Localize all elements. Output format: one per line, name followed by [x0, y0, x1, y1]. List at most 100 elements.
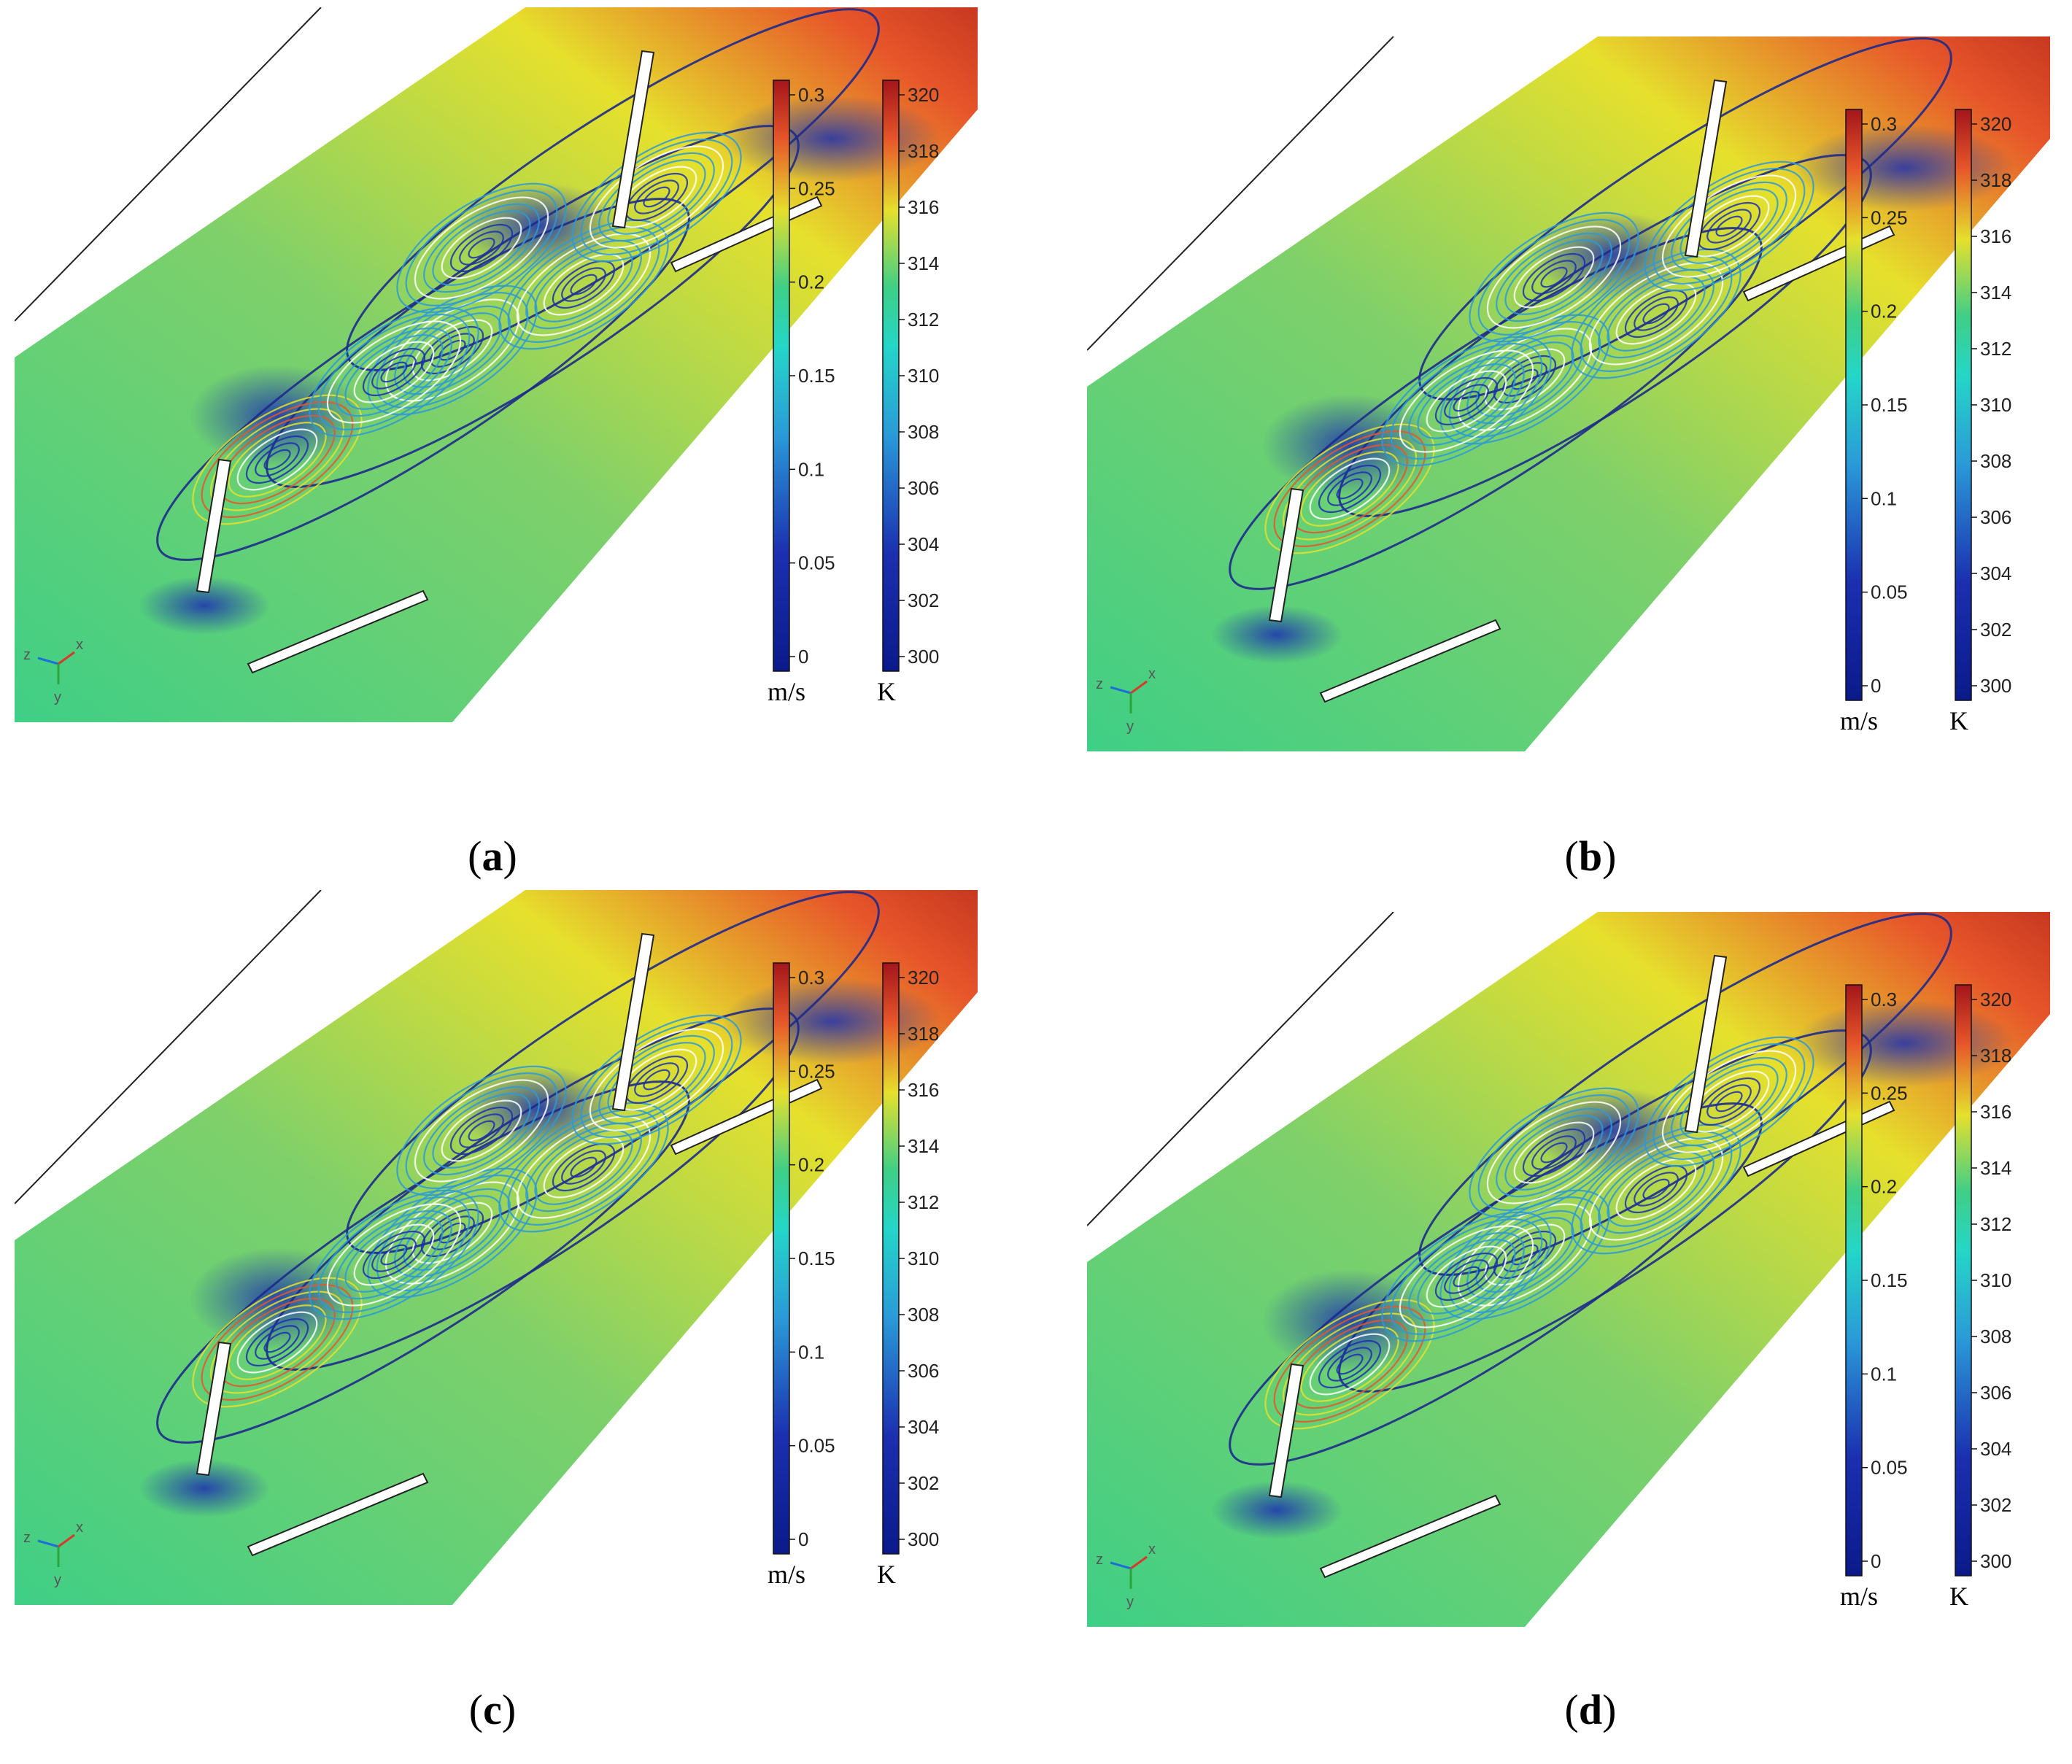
- velocity-colorbar: 0.3 0.25 0.2 0.15 0.1 0.05 0 m/s: [768, 80, 835, 706]
- temperature-colorbar: 320 318 316 314 312 310 308 306 304 302 300 K: [877, 962, 939, 1589]
- colorbar-tick: 320: [1980, 113, 2011, 135]
- vortex-generator-fin: [1684, 954, 1728, 1134]
- colorbar-tick: 304: [1980, 562, 2011, 584]
- colorbar-tick: 300: [1980, 675, 2011, 697]
- colorbar-unit: m/s: [1840, 1582, 1878, 1611]
- colorbar-tick: 314: [908, 1135, 939, 1157]
- axis-label: z: [23, 1530, 31, 1546]
- colorbar-tick: 0.2: [798, 1154, 824, 1176]
- panel-b-figure: z x y 0.3 0.25 0.2 0.15 0.1 0.05 0 m/s 320 318 316 314…: [1087, 36, 2050, 751]
- colorbar-tick: 308: [908, 1304, 939, 1326]
- colorbar-tick: 0.25: [1871, 206, 1908, 228]
- colorbar-tick: 306: [1980, 506, 2011, 528]
- colorbar-tick: 314: [1980, 282, 2011, 303]
- caption-c: (c): [468, 1686, 517, 1733]
- colorbar-tick: 300: [1980, 1550, 2011, 1572]
- colorbar-tick: 0.3: [798, 967, 824, 989]
- axis-label: y: [54, 689, 61, 705]
- colorbar-tick: 0.05: [798, 552, 835, 574]
- colorbar-tick: 320: [908, 84, 939, 106]
- vortex-generator-fin: [247, 1472, 429, 1557]
- axis-label: x: [1148, 666, 1156, 682]
- axis-label: x: [1148, 1541, 1156, 1558]
- colorbar-tick: 302: [908, 1472, 939, 1494]
- colorbar-tick: 0.25: [798, 177, 835, 199]
- vortex: [309, 306, 479, 438]
- colorbar-tick: 0.25: [1871, 1082, 1908, 1104]
- colorbar-tick: 320: [1980, 989, 2011, 1010]
- colorbar-tick: 308: [1980, 1326, 2011, 1347]
- vortex-generator-fin: [1268, 487, 1304, 623]
- colorbar-tick: 0.05: [1871, 581, 1908, 603]
- domain-edge: [15, 890, 322, 1204]
- colorbar-tick: 318: [1980, 169, 2011, 191]
- colorbar-tick: 0.1: [1871, 1363, 1897, 1385]
- vortex: [1644, 1036, 1814, 1167]
- panel-c: z x y 0.3 0.25 0.2 0.15 0.1 0.05 0 m/s 320 318 316 314…: [15, 890, 978, 1620]
- temperature-colorbar: 320 318 316 314 312 310 308 306 304 302 300 K: [1949, 109, 2011, 735]
- colorbar-tick: 316: [908, 196, 939, 218]
- axis-label: x: [76, 1520, 83, 1536]
- colorbar-tick: 0.2: [1871, 301, 1897, 322]
- vortex: [192, 394, 363, 525]
- colorbar-tick: 0.15: [1871, 394, 1908, 416]
- colorbar-tick: 0.3: [1871, 113, 1897, 135]
- caption-a: (a): [468, 832, 517, 880]
- colorbar-unit: K: [877, 1560, 896, 1589]
- colorbar-tick: 304: [1980, 1438, 2011, 1460]
- vortex: [1381, 336, 1552, 467]
- vortex-generator-fin: [611, 932, 655, 1112]
- colorbar-tick: 308: [908, 421, 939, 443]
- vortex-generator-fin: [611, 50, 655, 229]
- panel-a-figure: z x y 0.3 0.25 0.2 0.15 0.1 0.05 0 m/s 320 318 316 314…: [15, 7, 978, 722]
- vortex: [309, 1189, 479, 1320]
- colorbar-tick: 0.3: [798, 84, 824, 106]
- colorbar-tick: 306: [1980, 1382, 2011, 1404]
- panel-a: z x y 0.3 0.25 0.2 0.15 0.1 0.05 0 m/s 320 318 316 314…: [15, 7, 978, 737]
- colorbar-unit: K: [1949, 706, 1968, 735]
- colorbar-tick: 302: [908, 589, 939, 611]
- colorbar-tick: 308: [1980, 450, 2011, 472]
- colorbar-tick: 318: [908, 1023, 939, 1045]
- colorbar-tick: 0.3: [1871, 989, 1897, 1010]
- velocity-colorbar: 0.3 0.25 0.2 0.15 0.1 0.05 0 m/s: [1840, 109, 1908, 735]
- axes-triad: z x y: [23, 637, 83, 705]
- colorbar-tick: 310: [908, 1247, 939, 1269]
- velocity-colorbar: 0.3 0.25 0.2 0.15 0.1 0.05 0 m/s: [768, 962, 835, 1589]
- axes-triad: z x y: [1096, 1541, 1156, 1610]
- colorbar-tick: 306: [908, 1360, 939, 1382]
- colorbar-tick: 0: [1871, 675, 1881, 697]
- panel-c-figure: z x y 0.3 0.25 0.2 0.15 0.1 0.05 0 m/s 320 318 316 314…: [15, 890, 978, 1605]
- colorbar-tick: 302: [1980, 619, 2011, 641]
- caption-d: (d): [1564, 1686, 1617, 1733]
- colorbar-unit: K: [877, 677, 896, 706]
- colorbar-tick: 0: [798, 1528, 808, 1550]
- vortex: [396, 182, 567, 314]
- axes-triad: z x y: [1096, 666, 1156, 735]
- colorbar-unit: m/s: [1840, 706, 1878, 735]
- colorbar-tick: 304: [908, 1416, 939, 1438]
- colorbar-tick: 0.1: [798, 1341, 824, 1363]
- axis-label: y: [1126, 719, 1134, 735]
- vortex-generator-fin: [196, 458, 232, 594]
- colorbar-tick: 0.15: [1871, 1269, 1908, 1291]
- colorbar-tick: 302: [1980, 1494, 2011, 1516]
- colorbar-tick: 0.1: [1871, 487, 1897, 509]
- axis-label: z: [1096, 1552, 1103, 1568]
- vortex-generator-fin: [1319, 619, 1501, 703]
- axis-label: x: [76, 637, 83, 653]
- temperature-colorbar: 320 318 316 314 312 310 308 306 304 302 300 K: [877, 80, 939, 706]
- colorbar-tick: 314: [908, 252, 939, 274]
- vortex-generator-fin: [1319, 1494, 1501, 1579]
- vortex: [1571, 1123, 1742, 1255]
- colorbar-tick: 0.05: [1871, 1457, 1908, 1479]
- colorbar-tick: 318: [908, 140, 939, 162]
- colorbar-tick: 316: [1980, 1101, 2011, 1123]
- domain-edge: [15, 7, 322, 322]
- vortex: [396, 1065, 567, 1196]
- panel-b: z x y 0.3 0.25 0.2 0.15 0.1 0.05 0 m/s 320 318 316 314…: [1087, 36, 2050, 766]
- colorbar-tick: 310: [908, 365, 939, 387]
- vortex: [1469, 212, 1639, 343]
- colorbar-tick: 300: [908, 1528, 939, 1550]
- domain-edge: [1087, 912, 1394, 1226]
